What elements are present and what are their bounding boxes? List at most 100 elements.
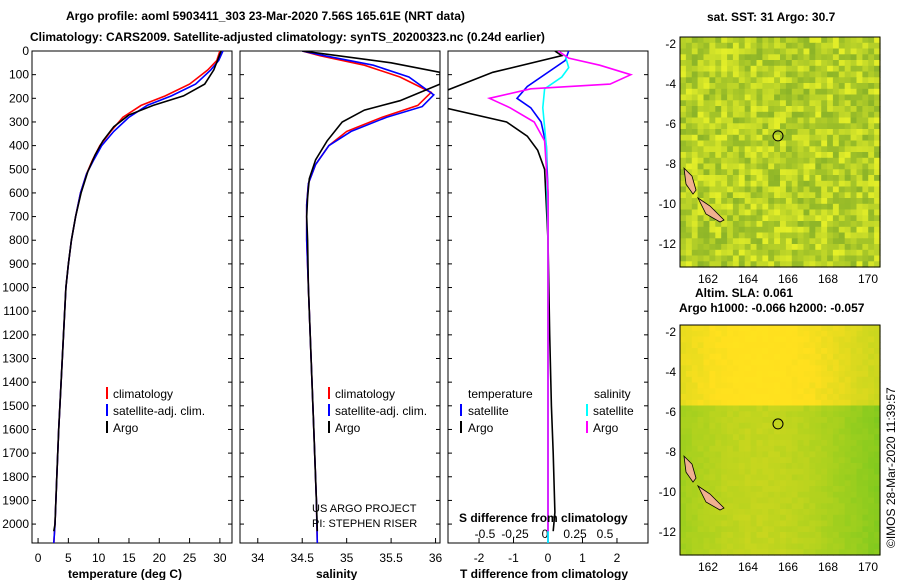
map-cell <box>850 48 858 55</box>
map-cell <box>774 526 781 533</box>
map-cell <box>850 394 858 401</box>
map-cell <box>874 468 881 476</box>
map-cell <box>803 209 810 216</box>
map-cell <box>844 394 852 401</box>
map-cell <box>756 445 763 453</box>
map-cell <box>791 376 799 384</box>
map-cell <box>703 325 710 332</box>
map-cell <box>732 463 740 470</box>
map-cell <box>803 365 810 372</box>
map-cell <box>762 244 769 251</box>
map-cell <box>844 434 852 441</box>
legend-temperature-title: temperature <box>468 387 533 401</box>
map-cell <box>809 54 816 61</box>
map-cell <box>774 65 781 73</box>
map-lon-label: 164 <box>738 272 758 286</box>
map-cell <box>821 37 828 44</box>
map-cell <box>750 411 758 418</box>
map-cell <box>832 249 840 257</box>
map-cell <box>803 215 810 222</box>
map-cell <box>732 249 740 257</box>
map-cell <box>756 497 763 504</box>
map-cell <box>709 457 716 464</box>
map-cell <box>809 399 816 407</box>
map-cell <box>680 382 687 389</box>
map-cell <box>768 129 775 136</box>
map-cell <box>803 474 810 481</box>
map-cell <box>838 445 846 453</box>
map-cell <box>703 261 710 268</box>
map-cell <box>680 365 687 372</box>
map-cell <box>703 394 710 401</box>
map-cell <box>850 428 858 435</box>
map-cell <box>680 83 687 90</box>
map-cell <box>744 198 752 205</box>
map-cell <box>803 520 810 527</box>
map-cell <box>715 100 722 107</box>
map-cell <box>797 88 805 96</box>
map-cell <box>844 238 852 245</box>
map-cell <box>774 221 781 228</box>
map-cell <box>785 37 793 44</box>
map-cell <box>850 537 858 545</box>
map-cell <box>691 457 699 464</box>
map-cell <box>768 209 775 216</box>
map-cell <box>785 106 793 113</box>
map-cell <box>868 382 875 389</box>
map-cell <box>844 411 852 418</box>
map-cell <box>709 123 716 130</box>
map-cell <box>727 463 734 470</box>
map-cell <box>797 457 805 464</box>
map-cell <box>715 146 722 153</box>
map-cell <box>838 215 846 222</box>
map-cell <box>821 232 828 239</box>
map-cell <box>780 60 787 67</box>
map-cell <box>721 399 728 407</box>
map-cell <box>815 371 822 378</box>
map-cell <box>709 451 716 458</box>
map-cell <box>874 134 881 142</box>
map-cell <box>844 532 852 539</box>
map-cell <box>803 261 810 268</box>
map-cell <box>774 514 781 522</box>
map-cell <box>797 100 805 107</box>
map-cell <box>803 394 810 401</box>
map-cell <box>715 255 722 262</box>
map-cell <box>850 468 858 476</box>
map-cell <box>850 209 858 216</box>
map-cell <box>815 180 822 188</box>
map-cell <box>856 537 863 545</box>
map-cell <box>856 244 863 251</box>
map-cell <box>827 405 834 412</box>
map-cell <box>809 405 816 412</box>
map-cell <box>785 146 793 153</box>
map-cell <box>815 192 822 199</box>
map-cell <box>780 474 787 481</box>
x-tick-label: 20 <box>153 551 167 565</box>
map-cell <box>827 514 834 522</box>
map-cell <box>691 537 699 545</box>
map-lon-label: 166 <box>778 272 798 286</box>
map-cell <box>697 100 705 107</box>
map-cell <box>685 394 693 401</box>
map-cell <box>815 244 822 251</box>
map-cell <box>868 543 875 550</box>
map-cell <box>862 411 869 418</box>
map-cell <box>850 65 858 73</box>
map-cell <box>750 123 758 130</box>
map-cell <box>844 232 852 239</box>
map-cell <box>768 428 775 435</box>
map-cell <box>832 209 840 216</box>
map-cell <box>791 226 799 234</box>
map-cell <box>732 106 740 113</box>
map-cell <box>715 486 722 493</box>
map-cell <box>738 146 746 153</box>
map-cell <box>785 411 793 418</box>
map-cell <box>762 451 769 458</box>
map-cell <box>762 48 769 55</box>
map-cell <box>685 42 693 50</box>
map-cell <box>756 77 763 84</box>
map-cell <box>821 503 828 510</box>
map-cell <box>703 371 710 378</box>
map-cell <box>727 353 734 361</box>
